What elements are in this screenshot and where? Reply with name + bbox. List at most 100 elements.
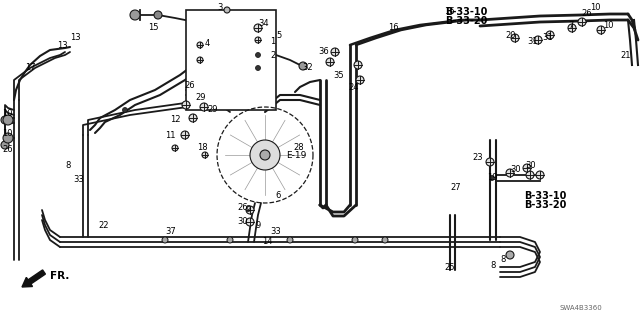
Text: 29: 29 (195, 93, 205, 102)
Text: 9: 9 (255, 220, 260, 229)
Text: 24: 24 (348, 84, 358, 93)
Text: 37: 37 (165, 227, 176, 236)
Text: 7: 7 (568, 20, 573, 29)
Circle shape (197, 57, 203, 63)
Circle shape (506, 251, 514, 259)
Circle shape (162, 237, 168, 243)
Circle shape (260, 150, 270, 160)
Text: 31: 31 (542, 33, 552, 42)
Text: 34: 34 (258, 19, 269, 28)
Text: 4: 4 (205, 39, 211, 48)
Text: B-33-20: B-33-20 (524, 200, 566, 210)
Circle shape (246, 218, 254, 226)
Text: 20: 20 (505, 31, 515, 40)
Text: 30: 30 (237, 218, 248, 226)
Text: 32: 32 (302, 63, 312, 72)
Circle shape (154, 11, 162, 19)
Text: 8: 8 (500, 256, 506, 264)
Circle shape (122, 108, 127, 113)
Circle shape (326, 58, 334, 66)
Circle shape (546, 31, 554, 39)
Text: 3: 3 (217, 3, 222, 11)
Text: 8: 8 (490, 261, 495, 270)
Circle shape (356, 76, 364, 84)
Text: E-19: E-19 (286, 151, 307, 160)
Circle shape (1, 116, 9, 124)
Text: 30: 30 (525, 160, 536, 169)
Circle shape (255, 37, 261, 43)
Text: 18: 18 (197, 144, 207, 152)
Text: 14: 14 (262, 238, 273, 247)
Circle shape (511, 34, 519, 42)
Text: 31: 31 (527, 38, 538, 47)
Circle shape (172, 145, 178, 151)
Text: 2: 2 (270, 50, 275, 60)
Circle shape (486, 158, 494, 166)
Circle shape (3, 133, 13, 143)
Text: 10: 10 (2, 129, 13, 137)
Text: 15: 15 (148, 24, 159, 33)
Circle shape (287, 237, 293, 243)
Circle shape (299, 62, 307, 70)
Circle shape (534, 36, 542, 44)
Circle shape (352, 237, 358, 243)
Circle shape (182, 101, 190, 109)
Text: 6: 6 (275, 190, 280, 199)
Circle shape (181, 131, 189, 139)
FancyArrow shape (22, 270, 45, 287)
Circle shape (224, 7, 230, 13)
Text: 33: 33 (270, 227, 281, 236)
Text: 11: 11 (165, 130, 175, 139)
Text: B-33-10: B-33-10 (524, 191, 566, 201)
Text: FR.: FR. (50, 271, 69, 281)
Circle shape (255, 53, 260, 57)
Circle shape (536, 171, 544, 179)
Circle shape (382, 237, 388, 243)
Circle shape (331, 48, 339, 56)
Circle shape (189, 114, 197, 122)
Text: 21: 21 (620, 50, 630, 60)
Text: 12: 12 (170, 115, 180, 124)
Text: 26: 26 (237, 204, 248, 212)
Text: 19: 19 (487, 174, 497, 182)
Circle shape (523, 164, 531, 172)
Text: 16: 16 (444, 8, 454, 17)
Text: 28: 28 (293, 144, 303, 152)
Text: SWA4B3360: SWA4B3360 (560, 305, 603, 311)
Text: 30: 30 (510, 166, 520, 174)
Text: 5: 5 (276, 31, 281, 40)
Text: 27: 27 (450, 183, 461, 192)
Text: 1: 1 (270, 38, 275, 47)
Text: 26: 26 (184, 80, 195, 90)
Circle shape (490, 175, 495, 181)
Text: 9: 9 (245, 205, 250, 214)
Text: B-33-20: B-33-20 (445, 16, 487, 26)
Circle shape (568, 24, 576, 32)
Text: B-33-10: B-33-10 (445, 7, 487, 17)
Text: 26: 26 (581, 10, 591, 19)
Circle shape (526, 171, 534, 179)
Circle shape (597, 26, 605, 34)
Text: 35: 35 (333, 70, 344, 79)
Text: 36: 36 (318, 48, 329, 56)
Text: 17: 17 (25, 63, 36, 71)
Circle shape (227, 237, 233, 243)
Text: 16: 16 (388, 24, 399, 33)
Circle shape (197, 42, 203, 48)
Text: 23: 23 (472, 153, 483, 162)
Text: 33: 33 (73, 175, 84, 184)
Circle shape (202, 152, 208, 158)
Text: 22: 22 (98, 220, 109, 229)
Circle shape (246, 206, 254, 214)
Text: 8: 8 (65, 160, 70, 169)
Text: 10: 10 (590, 4, 600, 12)
Text: 10: 10 (2, 108, 13, 117)
Text: 29: 29 (207, 106, 218, 115)
Text: 26: 26 (2, 145, 13, 154)
Circle shape (255, 65, 260, 70)
Circle shape (254, 24, 262, 32)
Circle shape (578, 18, 586, 26)
Bar (186, 10, 276, 110)
Circle shape (3, 115, 13, 125)
Circle shape (130, 10, 140, 20)
